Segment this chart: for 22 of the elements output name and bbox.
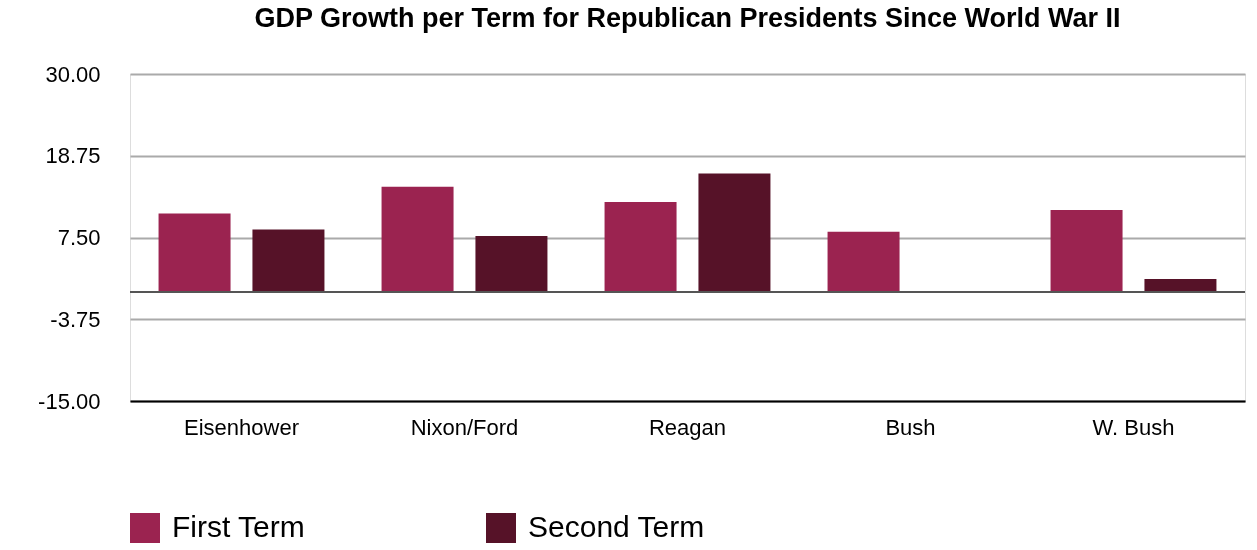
x-tick-label: Reagan	[648, 414, 727, 440]
y-tick-label: -15.00	[38, 388, 101, 414]
x-tick-label: W. Bush	[1092, 414, 1175, 440]
y-tick-label: 7.50	[57, 225, 101, 250]
legend-label: First Term	[172, 510, 305, 543]
y-tick-label: 18.75	[45, 143, 101, 169]
y-tick-label: -3.75	[50, 306, 101, 332]
legend-label: Second Term	[528, 510, 705, 543]
bar	[381, 186, 454, 292]
bar	[604, 201, 677, 292]
x-tick-label: Eisenhower	[184, 414, 299, 440]
bar	[1050, 209, 1123, 292]
bar	[698, 173, 771, 292]
bar	[827, 231, 900, 292]
chart-title: GDP Growth per Term for Republican Presidents Since World War II	[254, 3, 1121, 33]
x-tick-label: Nixon/Ford	[410, 414, 519, 440]
y-tick-label: 30.00	[45, 61, 101, 87]
bar	[158, 213, 231, 292]
bar	[252, 229, 325, 292]
bar	[1144, 278, 1217, 292]
x-tick-label: Bush	[885, 414, 936, 440]
bar	[475, 236, 548, 292]
